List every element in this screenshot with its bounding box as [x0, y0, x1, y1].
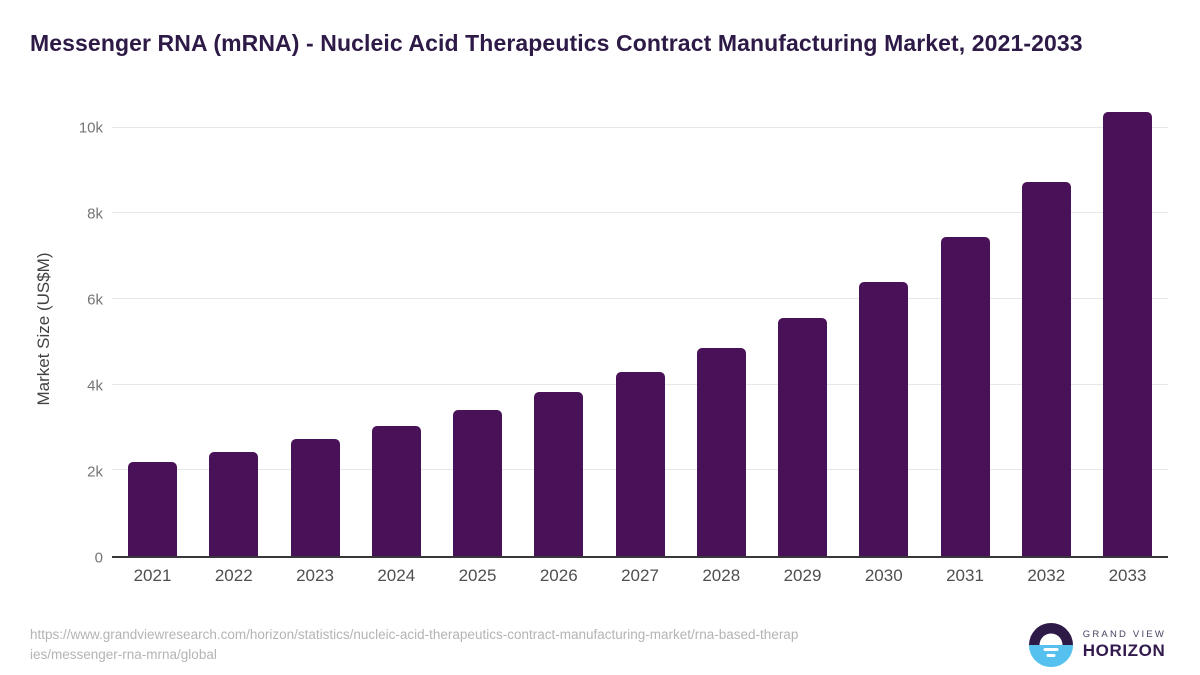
footer: https://www.grandviewresearch.com/horizo… [30, 623, 1166, 667]
logo-horizon-mask [1028, 645, 1073, 667]
bar-slot-2023: 2023 [290, 100, 340, 585]
x-tick-label: 2026 [539, 566, 578, 585]
bar-2021 [128, 461, 177, 556]
x-tick-label: 2029 [783, 566, 822, 585]
y-axis-title: Market Size (US$M) [34, 252, 53, 406]
x-tick-label: 2024 [377, 566, 416, 585]
y-tick-label: 8k [87, 205, 103, 223]
bars-container: 2021 2022 2023 2024 2025 2026 2027 2028 2029 2030… [112, 100, 1168, 585]
gridline [112, 212, 1168, 214]
bar-2025 [453, 410, 502, 556]
bar-2028 [696, 348, 746, 556]
plot-area: 2021 2022 2023 2024 2025 2026 2027 2028 2029 2030… [112, 100, 1168, 585]
bar-slot-2027: 2027 [615, 100, 665, 585]
bar-2027 [615, 371, 665, 556]
x-tick-label: 2025 [458, 566, 497, 585]
y-tick-label: 0 [94, 549, 103, 567]
y-tick-label: 2k [87, 463, 103, 481]
bar-2026 [534, 392, 584, 556]
bar-2031 [940, 237, 990, 556]
x-tick-label: 2021 [133, 566, 172, 585]
y-axis-ticks: 0 2k 4k 6k 8k 10k [58, 100, 112, 566]
x-tick-label: 2022 [214, 566, 253, 585]
bar-slot-2029: 2029 [778, 100, 827, 585]
bar-2029 [778, 318, 827, 556]
horizon-logo-icon [1028, 623, 1073, 667]
bar-2024 [371, 425, 421, 556]
bar-slot-2028: 2028 [696, 100, 746, 585]
y-tick-label: 4k [87, 377, 103, 395]
bar-slot-2032: 2032 [1021, 100, 1071, 585]
bar-slot-2033: 2033 [1103, 100, 1152, 585]
x-tick-label: 2023 [296, 566, 334, 585]
bar-slot-2021: 2021 [128, 100, 177, 585]
bar-slot-2026: 2026 [534, 100, 584, 585]
logo-brand-line1: GRAND VIEW [1082, 629, 1166, 640]
x-tick-label: 2030 [864, 566, 903, 585]
bar-2030 [859, 282, 909, 556]
bar-slot-2031: 2031 [940, 100, 990, 585]
y-tick-label: 6k [87, 291, 103, 309]
source-url-line2: ies/messenger-rna-mrna/global [30, 647, 217, 662]
x-tick-label: 2031 [946, 566, 984, 585]
bar-chart: Market Size (US$M) 0 2k 4k 6k 8k 10k 2021 2022… [30, 100, 1168, 585]
logo-bar [1043, 647, 1059, 651]
bar-slot-2022: 2022 [209, 100, 259, 585]
bar-slot-2030: 2030 [859, 100, 909, 585]
bar-2023 [290, 439, 340, 556]
x-tick-label: 2033 [1108, 566, 1147, 585]
x-tick-label: 2032 [1027, 566, 1066, 585]
bar-slot-2025: 2025 [453, 100, 502, 585]
logo-text: GRAND VIEW HORIZON [1083, 629, 1166, 661]
bar-2032 [1021, 181, 1071, 556]
y-axis-title-column: Market Size (US$M) [30, 100, 58, 558]
logo-bar [1046, 653, 1056, 657]
chart-title: Messenger RNA (mRNA) - Nucleic Acid Ther… [30, 30, 1083, 56]
logo-brand-line2: HORIZON [1082, 641, 1166, 660]
x-tick-label: 2028 [702, 566, 741, 585]
y-tick-label: 10k [78, 119, 103, 137]
source-url-line1: https://www.grandviewresearch.com/horizo… [30, 627, 799, 642]
grand-view-horizon-logo: GRAND VIEW HORIZON [1028, 623, 1166, 667]
gridline [112, 126, 1168, 128]
bar-slot-2024: 2024 [371, 100, 421, 585]
bar-2033 [1103, 112, 1152, 556]
bar-2022 [209, 452, 259, 556]
gridline [112, 298, 1168, 300]
x-tick-label: 2027 [621, 566, 659, 585]
source-url: https://www.grandviewresearch.com/horizo… [30, 625, 798, 665]
